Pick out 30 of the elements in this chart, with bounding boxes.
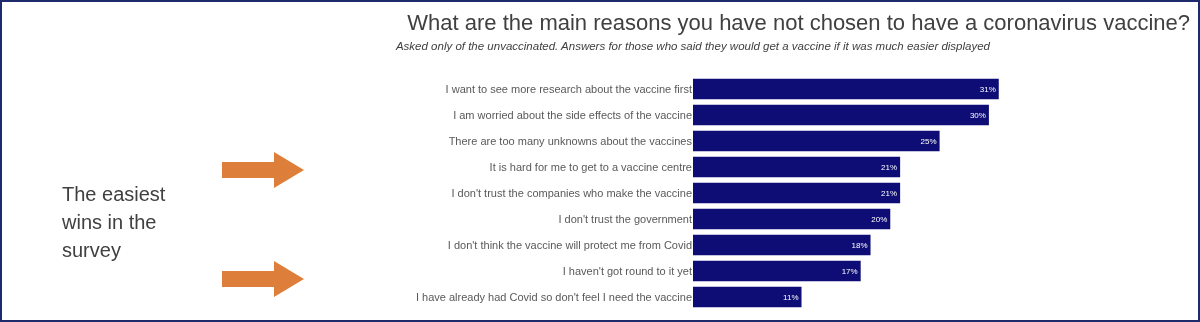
- y-tick-label: I don't trust the companies who make the vaccine: [451, 186, 692, 199]
- data-label: 18%: [851, 240, 868, 250]
- bar: [693, 156, 901, 178]
- chart-title: What are the main reasons you have not chosen to have a coronavirus vaccine?: [406, 10, 1190, 36]
- y-tick-label: I don't think the vaccine will protect me from Covid: [447, 238, 692, 251]
- bar: [693, 104, 989, 126]
- y-tick-label: I want to see more research about the vaccine first: [445, 82, 692, 95]
- data-label: 20%: [871, 214, 888, 224]
- chart-subtitle: Asked only of the unvaccinated. Answers for those who said they would get a vaccine if it was much easier displayed: [394, 40, 990, 52]
- data-label: 21%: [881, 162, 898, 172]
- data-label: 30%: [969, 110, 986, 120]
- y-tick-label: It is hard for me to get to a vaccine centre: [489, 160, 692, 173]
- data-label: 21%: [881, 188, 898, 198]
- y-tick-label: I am worried about the side effects of the vaccine: [453, 108, 692, 121]
- y-tick-label: I don't trust the government: [558, 212, 692, 225]
- bar: [693, 208, 891, 230]
- text: The easiest wins in the survey: [62, 182, 167, 263]
- bar: [693, 286, 802, 308]
- data-label: 25%: [920, 136, 937, 146]
- y-tick-label: I haven't got round to it yet: [562, 264, 692, 277]
- y-tick-label: I have already had Covid so don't feel I need the vaccine: [415, 290, 692, 303]
- bar: [693, 182, 901, 204]
- data-label: 11%: [783, 292, 799, 302]
- data-label: 31%: [979, 84, 996, 94]
- bar: [693, 78, 999, 100]
- y-tick-label: There are too many unknowns about the vaccines: [448, 134, 693, 147]
- data-label: 17%: [841, 266, 858, 276]
- bar: [693, 234, 871, 256]
- bar: [693, 260, 861, 282]
- bar: [693, 130, 940, 152]
